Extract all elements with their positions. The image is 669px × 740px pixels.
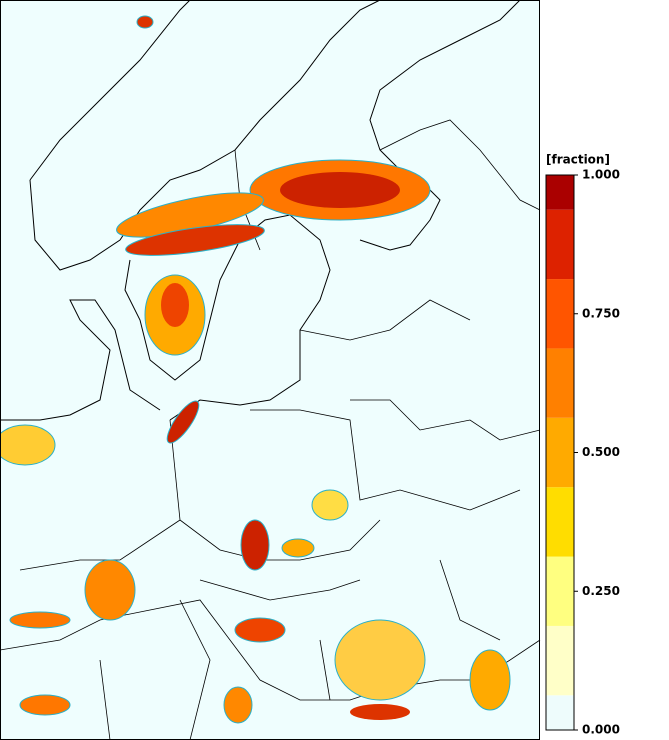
colorbar-bin: [546, 556, 574, 626]
colorbar-bin: [546, 209, 574, 280]
colorbar-bin: [546, 175, 574, 210]
field-patch: [9, 611, 71, 629]
field-patch: [166, 400, 200, 444]
field-patch: [281, 538, 315, 558]
colorbar-tick-label: 0.250: [582, 584, 620, 598]
colorbar-bin: [546, 625, 574, 696]
field-patch: [161, 283, 189, 327]
coastline: [0, 299, 161, 421]
field-patch: [0, 424, 56, 466]
field-patch: [234, 617, 286, 643]
colorbar-bin: [546, 279, 574, 349]
colorbar-bin: [546, 487, 574, 557]
field-patch: [469, 649, 511, 711]
colorbar-tick-label: 0.000: [582, 723, 620, 737]
field-patch: [334, 619, 426, 701]
coastline: [124, 214, 331, 421]
precipitation-field: [0, 15, 511, 724]
field-patch: [84, 559, 136, 621]
colorbar-tick-label: 1.000: [582, 168, 620, 182]
field-patch: [136, 15, 154, 29]
field-patch: [19, 694, 71, 716]
colorbar-bin: [546, 348, 574, 418]
field-patch: [240, 519, 270, 571]
coastline: [359, 0, 521, 251]
coastline: [29, 0, 381, 271]
colorbar-tick-label: 0.750: [582, 306, 620, 320]
colorbar: 1.000 0.750 0.500 0.250 0.000: [545, 168, 620, 737]
map: [0, 0, 541, 740]
field-patch: [350, 704, 410, 720]
colorbar-bin: [546, 417, 574, 488]
colorbar-label: [fraction]: [546, 153, 610, 167]
colorbar-tick-label: 0.500: [582, 445, 620, 459]
field-patch: [125, 224, 265, 256]
field-patch: [280, 172, 400, 208]
field-patch: [311, 489, 349, 521]
colorbar-bin: [546, 695, 574, 730]
map-background: [0, 0, 540, 740]
field-patch: [223, 686, 253, 724]
